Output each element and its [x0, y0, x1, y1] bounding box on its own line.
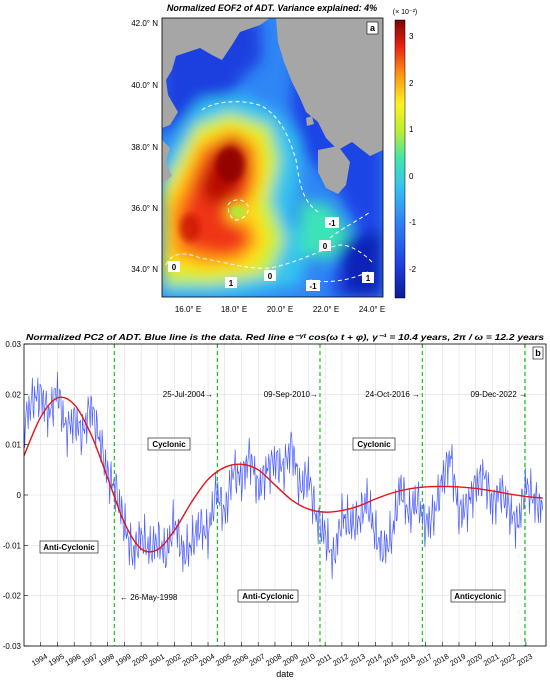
lon-tick: 22.0° E: [313, 305, 339, 314]
y-tick-label: 0: [17, 491, 22, 500]
land-peloponnese: [318, 146, 350, 194]
y-tick-label: -0.03: [3, 642, 22, 651]
colorbar-gradient: [394, 19, 406, 299]
contour-label-box-0: [325, 217, 339, 228]
zero-contours: [165, 101, 373, 283]
panel-b-title: Normalized PC2 of ADT. Blue line is the …: [26, 332, 544, 342]
regime-box: [450, 589, 506, 603]
data-line: [24, 371, 544, 580]
contour-label: 0: [172, 263, 177, 272]
map-frame: [161, 17, 384, 298]
regime-label: Cyclonic: [152, 440, 186, 449]
y-tick-label: -0.01: [3, 541, 22, 550]
regime-label: Anticyclonic: [454, 592, 502, 601]
land: [162, 18, 383, 194]
fit-line: [24, 396, 543, 553]
lat-tick: 38.0° N: [131, 143, 158, 152]
x-tick-label: 2023: [515, 652, 534, 668]
contour-label-box-1: [319, 240, 331, 251]
colorbar-tick: -1: [409, 218, 417, 227]
lat-tick: 42.0° N: [131, 19, 158, 28]
y-tick-label: 0.03: [5, 340, 21, 349]
date-annotation: 25-Jul-2004→: [163, 390, 213, 399]
colorbar-tick: 0: [409, 172, 414, 181]
regime-box: [237, 589, 299, 603]
regime-box: [352, 437, 396, 451]
date-annotation: 24-Oct-2016 →: [365, 390, 420, 399]
date-annotation: ← 26-May-1998: [120, 593, 178, 602]
y-tick-label: 0.02: [5, 390, 21, 399]
contour-label-box-3: [225, 277, 237, 288]
panel-b-label: b: [535, 348, 541, 358]
panel-a-label: a: [370, 23, 376, 33]
lat-tick: 40.0° N: [131, 81, 158, 90]
contour-label: -1: [328, 219, 336, 228]
lon-tick: 16.0° E: [175, 305, 201, 314]
lat-tick: 34.0° N: [131, 265, 158, 274]
contour-label: 1: [229, 279, 234, 288]
regime-label: Anti-Cyclonic: [43, 543, 95, 552]
panel-b-label-box: [532, 346, 544, 360]
land-island-small: [306, 116, 314, 126]
land-italy: [162, 18, 270, 128]
contour-label: -1: [309, 282, 317, 291]
colorbar-scale: (× 10⁻²): [393, 9, 418, 16]
regime-label: Cyclonic: [357, 440, 391, 449]
y-axis: -0.03 -0.02 -0.01 0 0.01 0.02 0.03: [3, 340, 28, 651]
colorbar-tick: 3: [409, 32, 414, 41]
contour-label-box-2: [168, 261, 180, 272]
panel-a-label-box: [366, 21, 379, 35]
panel-a-title: Normalized EOF2 of ADT. Variance explain…: [167, 3, 377, 13]
regime-label: Anti-Cyclonic: [242, 592, 294, 601]
contour-label: 1: [366, 274, 371, 283]
y-tick-label: 0.01: [5, 441, 21, 450]
lon-tick: 24.0° E: [359, 305, 385, 314]
land-sicily: [162, 140, 172, 184]
date-annotation: 09-Sep-2010→: [264, 390, 318, 399]
regime-box: [39, 540, 99, 554]
lon-tick: 20.0° E: [267, 305, 293, 314]
date-annotation: 09-Dec-2022 →: [471, 390, 527, 399]
regime-box: [147, 437, 191, 451]
land-balkans: [276, 18, 383, 156]
lat-tick: 36.0° N: [131, 204, 158, 213]
colorbar-tick: -2: [409, 265, 417, 274]
contour-label: 0: [268, 272, 273, 281]
colorbar-tick: 1: [409, 125, 414, 134]
colorbar-tick: 2: [409, 79, 414, 88]
colorbar: (× 10⁻²) 3 2 1 0 -1 -2: [393, 9, 418, 299]
contour-label-box-5: [306, 280, 320, 291]
x-axis-label: date: [276, 669, 294, 679]
eof-map: a -1 0 0 1 0 -1 1 42.0° N 40.0° N 38.0° …: [131, 17, 385, 314]
contour-label-box-4: [264, 270, 276, 281]
lon-tick: 18.0° E: [221, 305, 247, 314]
eof-field-detail: [180, 147, 245, 242]
contour-label: 0: [323, 242, 328, 251]
contour-label-box-6: [362, 272, 374, 283]
y-tick-label: -0.02: [3, 592, 22, 601]
